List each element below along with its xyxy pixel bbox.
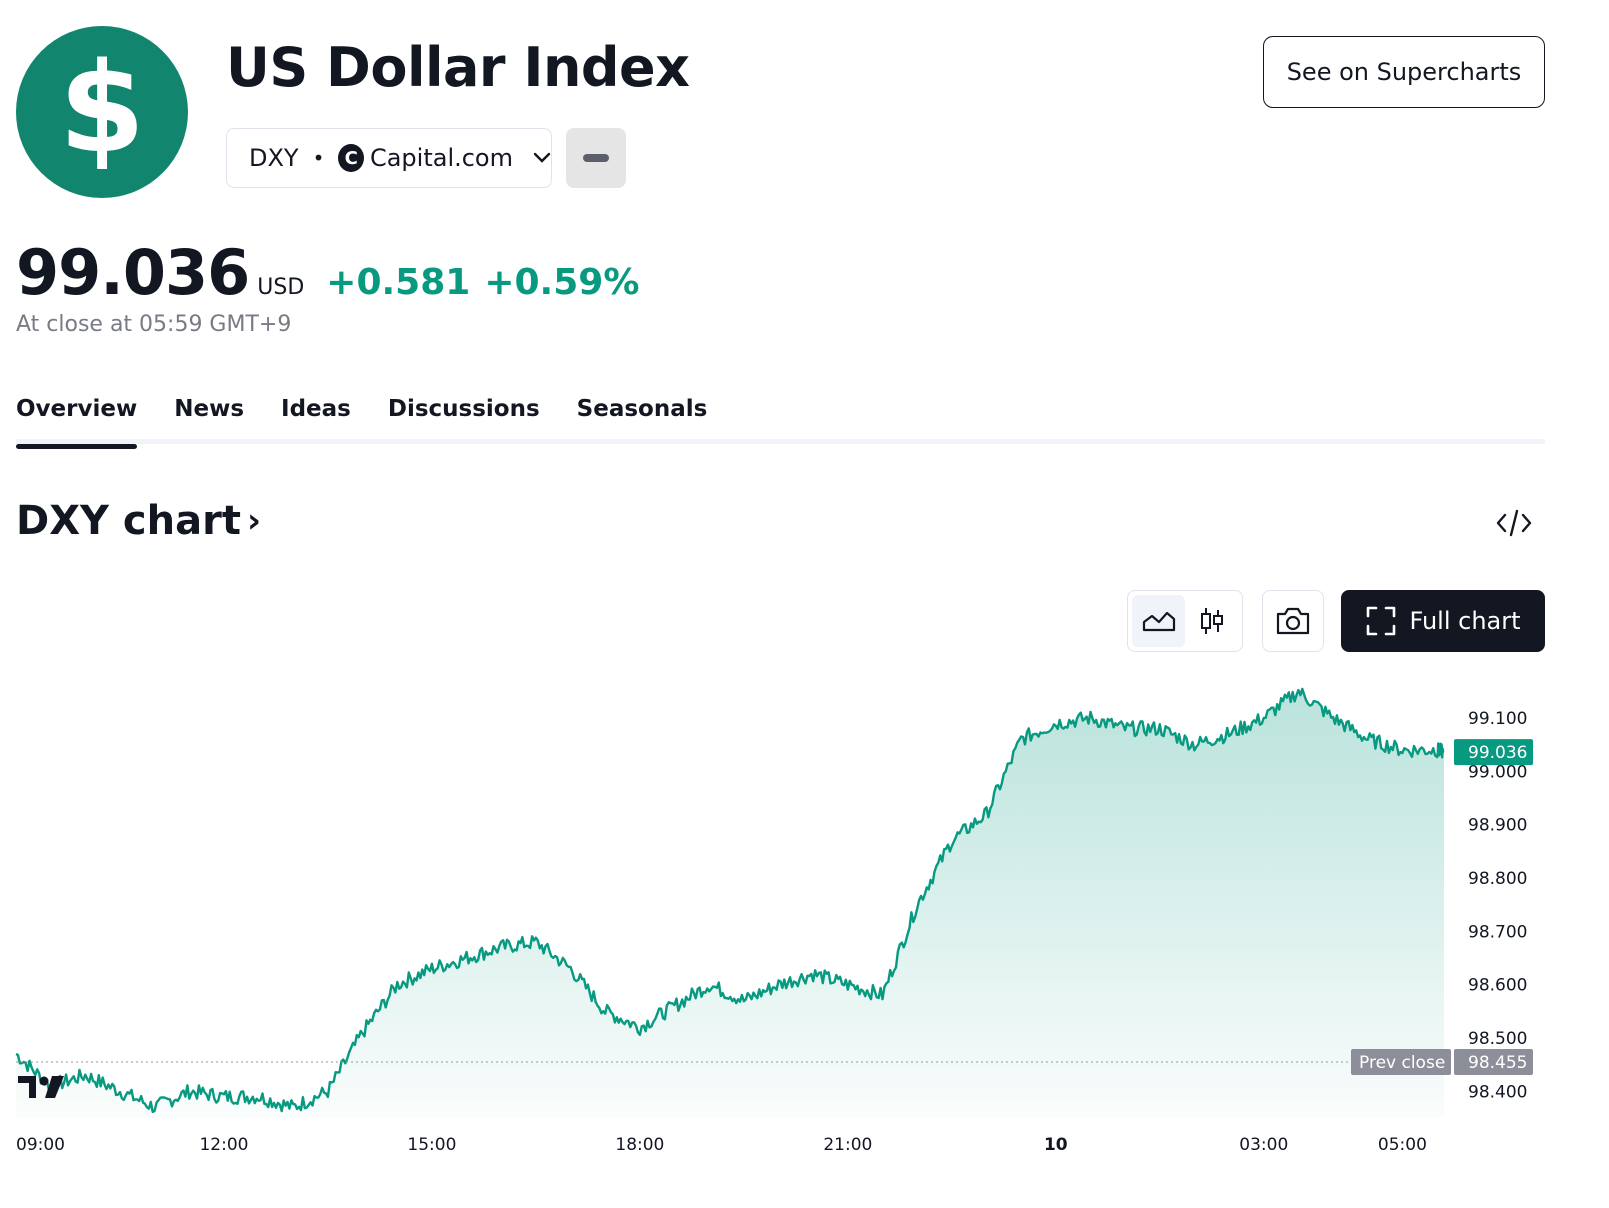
exchange-selector[interactable]: DXY • C Capital.com bbox=[226, 128, 552, 188]
full-chart-label: Full chart bbox=[1409, 607, 1521, 635]
chart-title-link[interactable]: DXY chart › bbox=[16, 498, 261, 544]
camera-icon bbox=[1276, 607, 1310, 635]
price-line bbox=[15, 687, 1445, 1114]
market-close-note: At close at 05:59 GMT+9 bbox=[16, 312, 292, 337]
y-axis-tick-label: 98.900 bbox=[1468, 816, 1527, 836]
capital-com-icon: C bbox=[338, 144, 364, 172]
x-axis-tick-label: 05:00 bbox=[1378, 1135, 1427, 1155]
fullscreen-icon bbox=[1367, 606, 1396, 636]
tab-seasonals[interactable]: Seasonals bbox=[576, 396, 708, 422]
current-price-tag bbox=[1454, 739, 1533, 766]
y-axis-tick-label: 98.500 bbox=[1468, 1029, 1527, 1049]
x-axis-tick-label: 03:00 bbox=[1239, 1135, 1288, 1155]
quote-row: 99.036 USD +0.581 +0.59% bbox=[16, 236, 639, 309]
x-axis-tick-label: 10 bbox=[1044, 1135, 1068, 1155]
last-price: 99.036 bbox=[16, 236, 250, 309]
chevron-down-icon bbox=[533, 152, 551, 164]
separator-dot: • bbox=[312, 146, 325, 170]
minus-icon bbox=[583, 154, 609, 162]
dollar-index-logo: $ bbox=[16, 26, 188, 198]
x-axis-tick-label: 18:00 bbox=[615, 1135, 664, 1155]
chart-title: DXY chart bbox=[16, 498, 241, 544]
tab-news[interactable]: News bbox=[174, 396, 245, 422]
remove-from-watchlist-button[interactable] bbox=[566, 128, 626, 188]
tab-bar: Overview News Ideas Discussions Seasonal… bbox=[16, 396, 1545, 449]
symbol-label: DXY bbox=[249, 144, 299, 172]
prev-close-label: Prev close bbox=[1359, 1053, 1445, 1073]
full-chart-button[interactable]: Full chart bbox=[1341, 590, 1545, 652]
page-title: US Dollar Index bbox=[226, 36, 690, 99]
y-axis-tick-label: 98.800 bbox=[1468, 869, 1527, 889]
snapshot-button[interactable] bbox=[1262, 590, 1324, 652]
see-on-supercharts-button[interactable]: See on Supercharts bbox=[1263, 36, 1545, 108]
exchange-label: Capital.com bbox=[369, 144, 513, 172]
candles-chart-button[interactable] bbox=[1185, 595, 1238, 647]
area-chart-icon bbox=[1142, 611, 1175, 632]
y-axis-tick-label: 98.400 bbox=[1468, 1082, 1527, 1102]
x-axis-tick-label: 12:00 bbox=[199, 1135, 248, 1155]
x-axis-tick-label: 15:00 bbox=[407, 1135, 456, 1155]
price-change-percent: +0.59% bbox=[484, 262, 640, 303]
tab-ideas[interactable]: Ideas bbox=[281, 396, 351, 422]
prev-close-value: 98.455 bbox=[1468, 1053, 1527, 1073]
embed-code-icon[interactable] bbox=[1494, 506, 1534, 540]
candles-icon bbox=[1200, 608, 1223, 634]
logo-symbol: $ bbox=[58, 37, 146, 181]
price-change: +0.581 bbox=[326, 262, 471, 303]
prev-close-tag bbox=[1351, 1049, 1451, 1075]
dxy-price-chart[interactable]: 99.100 99.000 98.900 98.800 98.700 98.600 98.5… bbox=[0, 660, 1609, 1180]
tradingview-logo-icon bbox=[18, 1076, 64, 1098]
current-price-value: 99.036 bbox=[1468, 743, 1527, 763]
currency-label: USD bbox=[257, 275, 305, 300]
x-axis-tick-label: 09:00 bbox=[16, 1135, 65, 1155]
y-axis-tick-label: 98.600 bbox=[1468, 976, 1527, 996]
y-axis-tick-label: 99.000 bbox=[1468, 762, 1527, 782]
y-axis-tick-label: 98.700 bbox=[1468, 922, 1527, 942]
chevron-right-icon: › bbox=[246, 501, 261, 541]
tab-overview[interactable]: Overview bbox=[16, 396, 138, 449]
prev-close-value-tag bbox=[1454, 1049, 1533, 1075]
price-area-fill bbox=[16, 688, 1444, 1118]
y-axis-tick-label: 99.100 bbox=[1468, 709, 1527, 729]
x-axis-tick-label: 21:00 bbox=[823, 1135, 872, 1155]
chart-style-toggle bbox=[1127, 590, 1243, 652]
tab-discussions[interactable]: Discussions bbox=[387, 396, 540, 422]
area-chart-button[interactable] bbox=[1132, 595, 1185, 647]
